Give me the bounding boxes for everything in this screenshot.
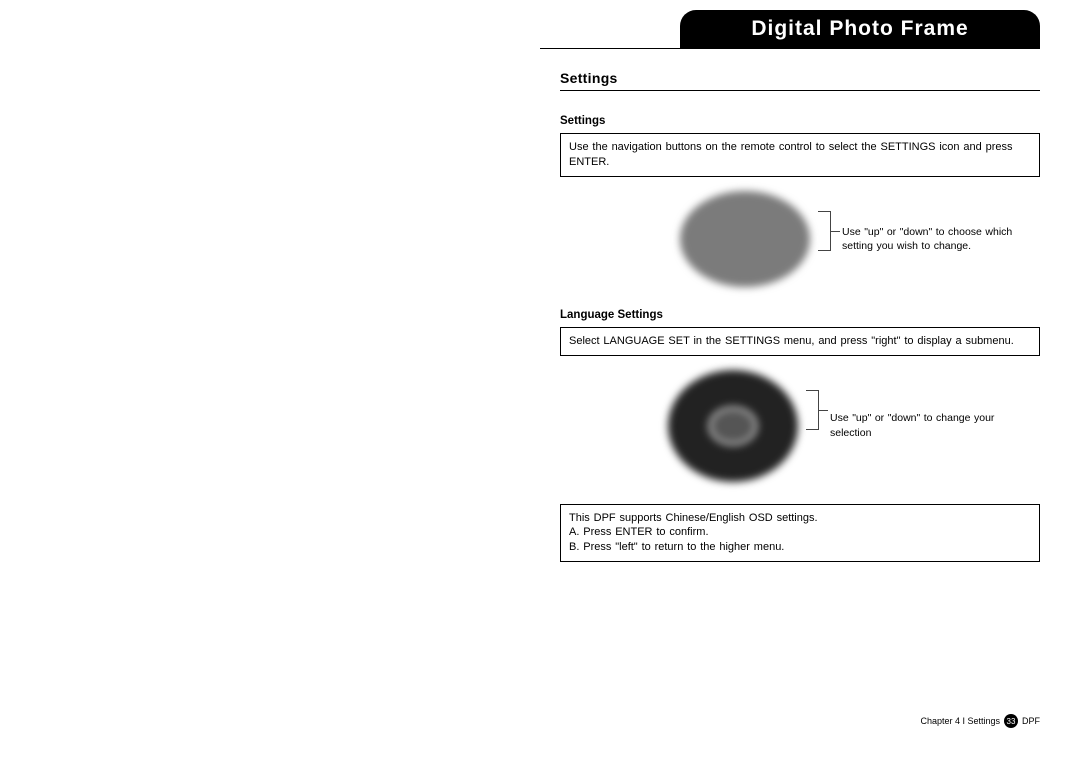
footer-suffix: DPF xyxy=(1022,716,1040,726)
illustration-row-1: Use "up" or "down" to choose which setti… xyxy=(560,191,1040,287)
header-tab: Digital Photo Frame xyxy=(680,10,1040,48)
header-title: Digital Photo Frame xyxy=(751,17,968,41)
selector-disc-icon xyxy=(668,370,798,482)
content-area: Settings Settings Use the navigation but… xyxy=(560,70,1040,562)
bracket-icon xyxy=(806,390,822,430)
page-number-badge: 33 xyxy=(1004,714,1018,728)
navigation-pad-icon xyxy=(680,191,810,287)
section-rule xyxy=(560,90,1040,91)
page-footer: Chapter 4 I Settings 33 DPF xyxy=(920,714,1040,728)
header-rule xyxy=(540,48,1040,49)
bracket-icon xyxy=(818,211,834,251)
settings-subtitle: Settings xyxy=(560,115,1040,127)
confirm-line-3: B. Press "left" to return to the higher … xyxy=(569,540,1031,555)
selector-inner-icon xyxy=(708,406,758,446)
confirm-line-1: This DPF supports Chinese/English OSD se… xyxy=(569,511,1031,526)
section-title: Settings xyxy=(560,70,1040,86)
callout-2: Use "up" or "down" to change your select… xyxy=(830,411,1030,439)
illustration-row-2: Use "up" or "down" to change your select… xyxy=(560,370,1040,482)
confirm-instruction-box: This DPF supports Chinese/English OSD se… xyxy=(560,504,1040,563)
language-instruction-box: Select LANGUAGE SET in the SETTINGS menu… xyxy=(560,327,1040,356)
settings-instruction-box: Use the navigation buttons on the remote… xyxy=(560,133,1040,177)
footer-chapter: Chapter 4 I Settings xyxy=(920,716,1000,726)
manual-page: Digital Photo Frame Settings Settings Us… xyxy=(540,0,1080,764)
confirm-line-2: A. Press ENTER to confirm. xyxy=(569,525,1031,540)
callout-1: Use "up" or "down" to choose which setti… xyxy=(842,225,1040,253)
language-subtitle: Language Settings xyxy=(560,309,1040,321)
